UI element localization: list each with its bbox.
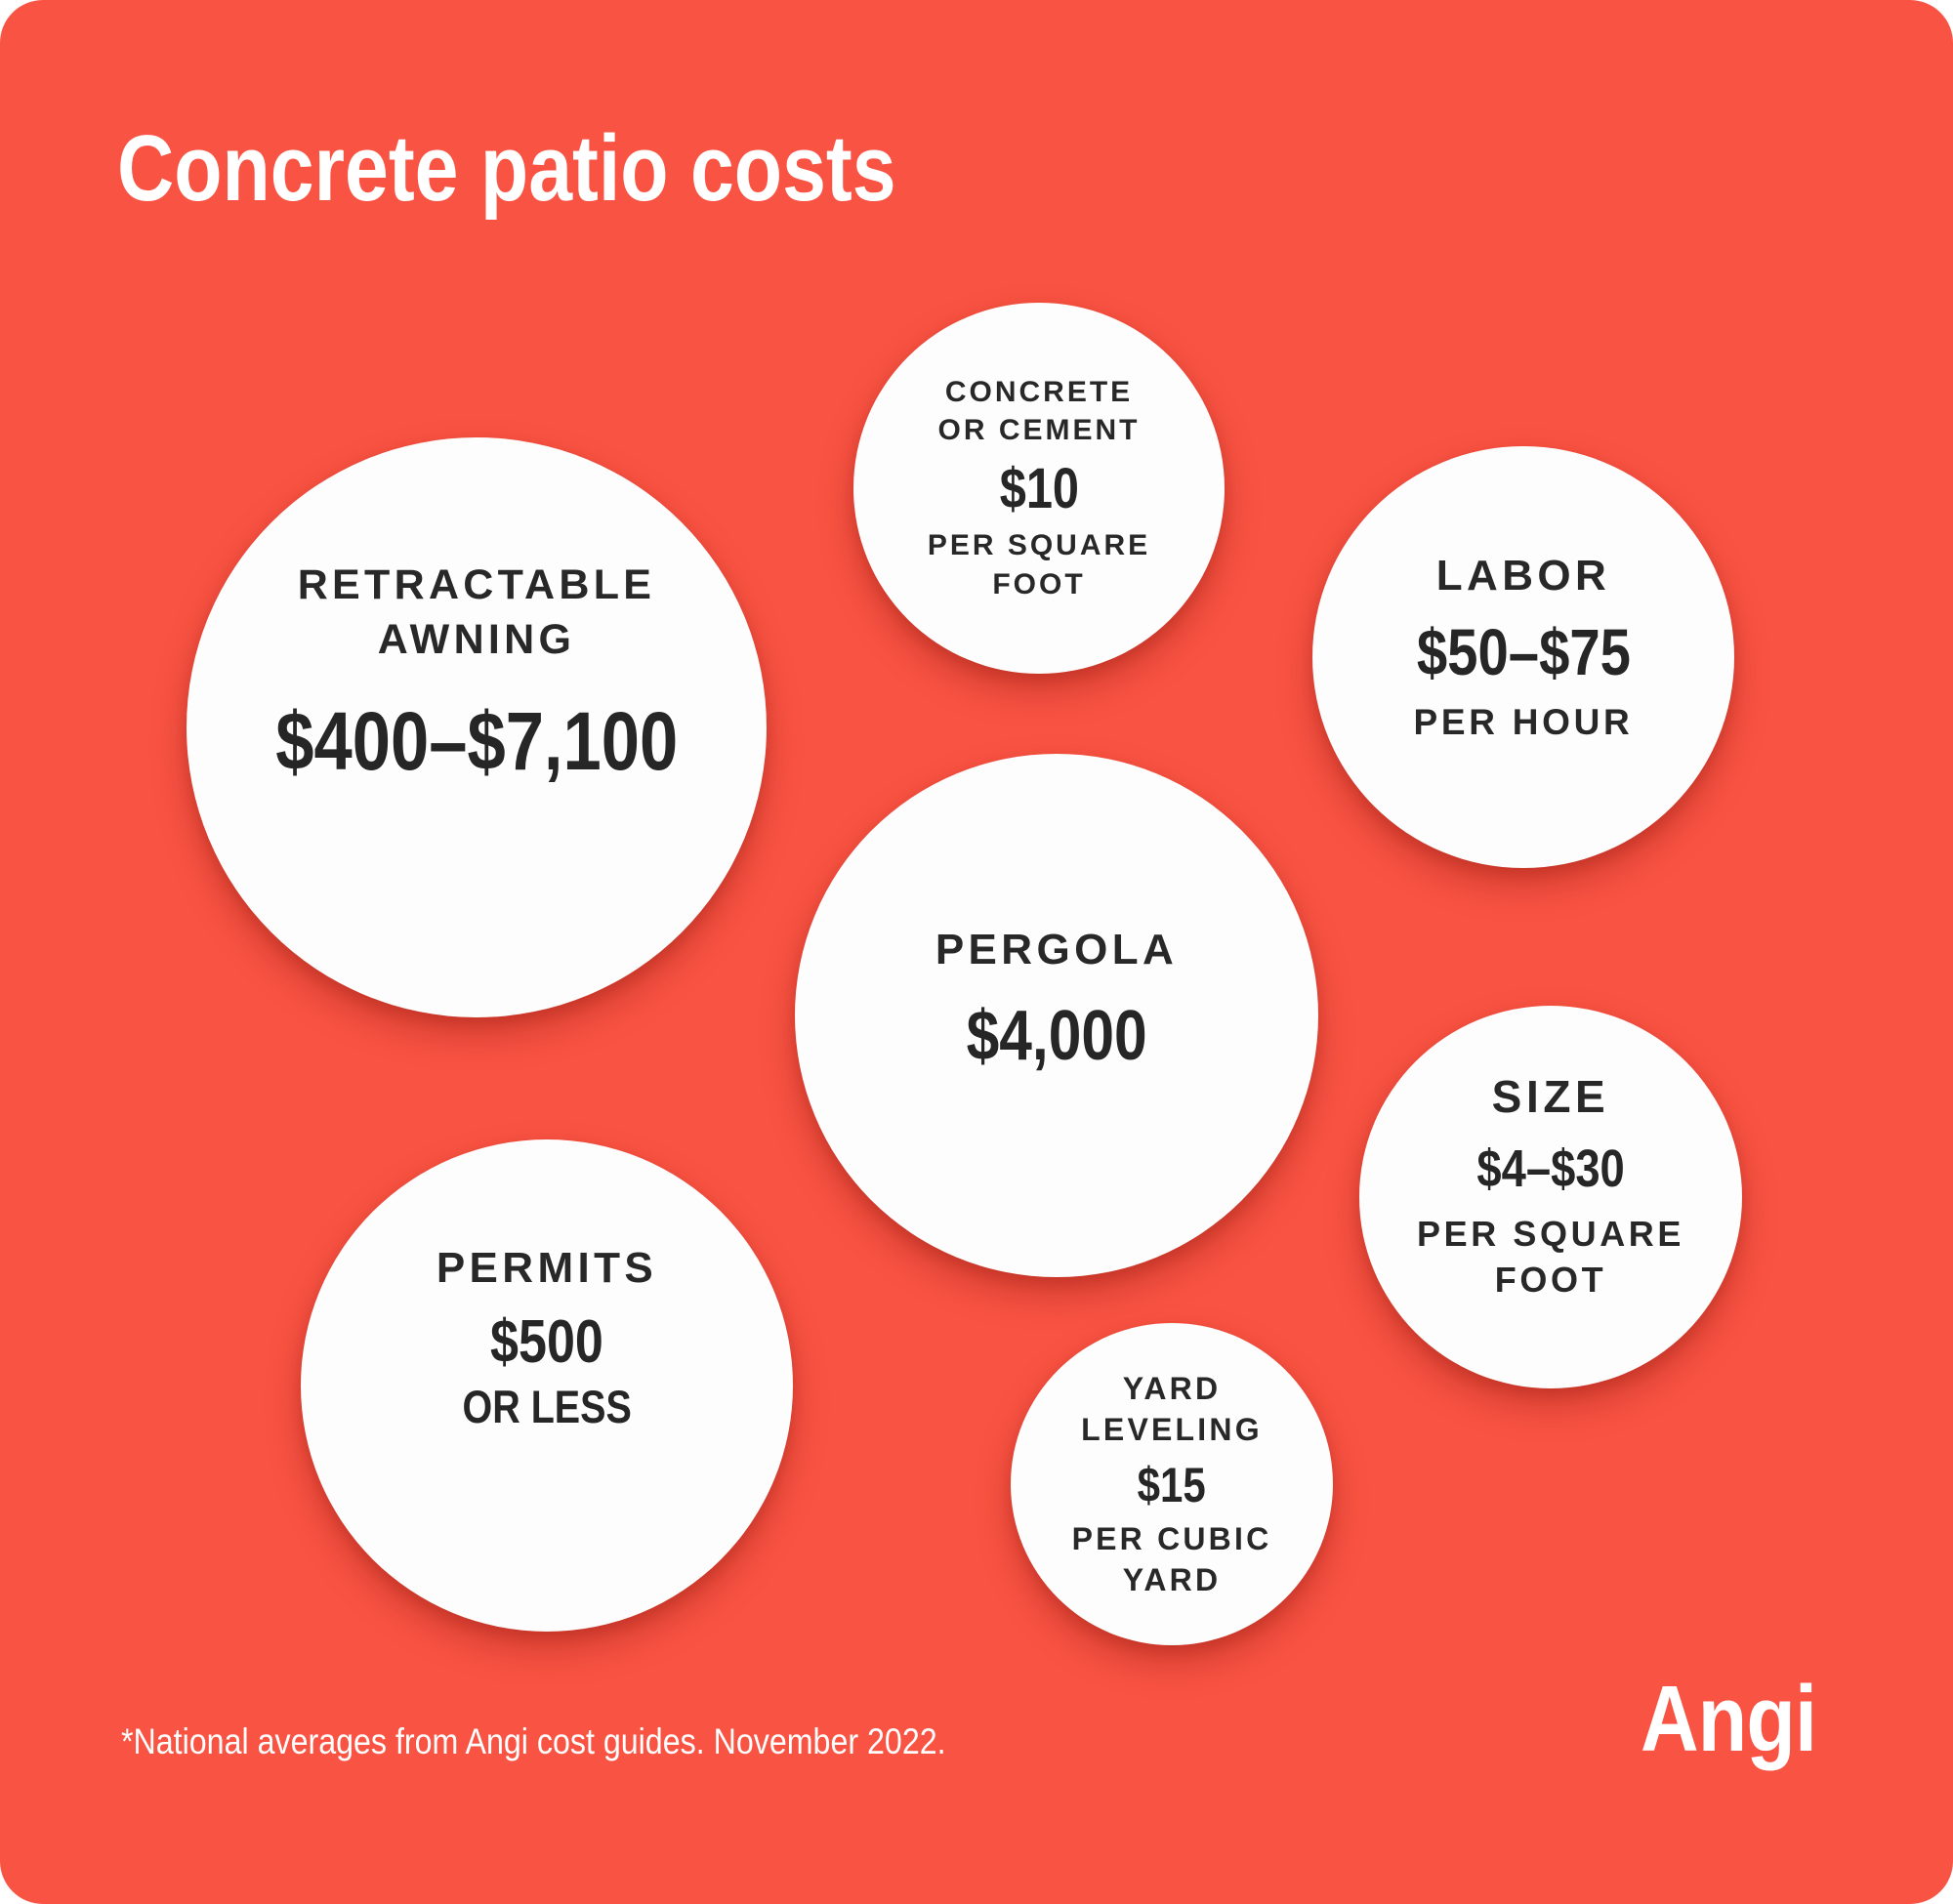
bubble-unit: PER SQUARE	[927, 529, 1151, 562]
page-title: Concrete patio costs	[117, 116, 896, 221]
bubble-unit: OR LESS	[462, 1380, 632, 1432]
bubble-concrete-or-cement: CONCRETE OR CEMENT $10 PER SQUARE FOOT	[853, 303, 1225, 674]
bubble-label: OR CEMENT	[937, 414, 1141, 447]
bubble-unit: FOOT	[1494, 1260, 1607, 1301]
bubble-content: LABOR $50–$75 PER HOUR	[1396, 548, 1651, 747]
bubble-label: AWNING	[377, 616, 576, 664]
bubble-label: LABOR	[1435, 552, 1611, 600]
bubble-value: $10	[999, 456, 1079, 520]
bubble-value: $4,000	[966, 996, 1147, 1075]
bubble-retractable-awning: RETRACTABLE AWNING $400–$7,100	[187, 437, 767, 1017]
bubble-labor: LABOR $50–$75 PER HOUR	[1312, 446, 1734, 868]
bubble-label: SIZE	[1491, 1071, 1610, 1123]
source-footnote: *National averages from Angi cost guides…	[121, 1721, 946, 1761]
bubble-pergola: PERGOLA $4,000	[795, 754, 1318, 1277]
bubble-permits: PERMITS $500 OR LESS	[301, 1139, 793, 1632]
bubble-content: CONCRETE OR CEMENT $10 PER SQUARE FOOT	[928, 373, 1150, 604]
bubble-unit: PER CUBIC	[1071, 1520, 1272, 1556]
bubble-value: $15	[1137, 1457, 1207, 1512]
bubble-yard-leveling: YARD LEVELING $15 PER CUBIC YARD	[1011, 1323, 1333, 1645]
bubble-unit: YARD	[1122, 1561, 1222, 1597]
bubble-unit: PER HOUR	[1413, 702, 1634, 743]
bubble-content: YARD LEVELING $15 PER CUBIC YARD	[1072, 1368, 1272, 1600]
bubble-label: LEVELING	[1081, 1412, 1263, 1448]
bubble-label: YARD	[1122, 1371, 1222, 1407]
bubble-content: PERGOLA $4,000	[935, 922, 1178, 1077]
bubble-size: SIZE $4–$30 PER SQUARE FOOT	[1359, 1006, 1742, 1388]
bubble-unit: PER SQUARE	[1416, 1213, 1685, 1254]
bubble-label: PERMITS	[436, 1243, 658, 1292]
bubble-value: $50–$75	[1416, 616, 1631, 690]
angi-logo: Angi	[1641, 1667, 1817, 1771]
bubble-label: RETRACTABLE	[297, 560, 656, 608]
bubble-value: $4–$30	[1476, 1138, 1625, 1198]
bubble-unit: FOOT	[992, 567, 1086, 600]
bubble-value: $500	[490, 1307, 603, 1376]
bubble-label: CONCRETE	[944, 375, 1134, 408]
bubble-value: $400–$7,100	[274, 695, 679, 788]
bubble-content: RETRACTABLE AWNING $400–$7,100	[237, 558, 717, 791]
bubble-content: PERMITS $500 OR LESS	[436, 1240, 657, 1434]
bubble-label: PERGOLA	[935, 926, 1179, 974]
bubble-content: SIZE $4–$30 PER SQUARE FOOT	[1417, 1067, 1684, 1303]
